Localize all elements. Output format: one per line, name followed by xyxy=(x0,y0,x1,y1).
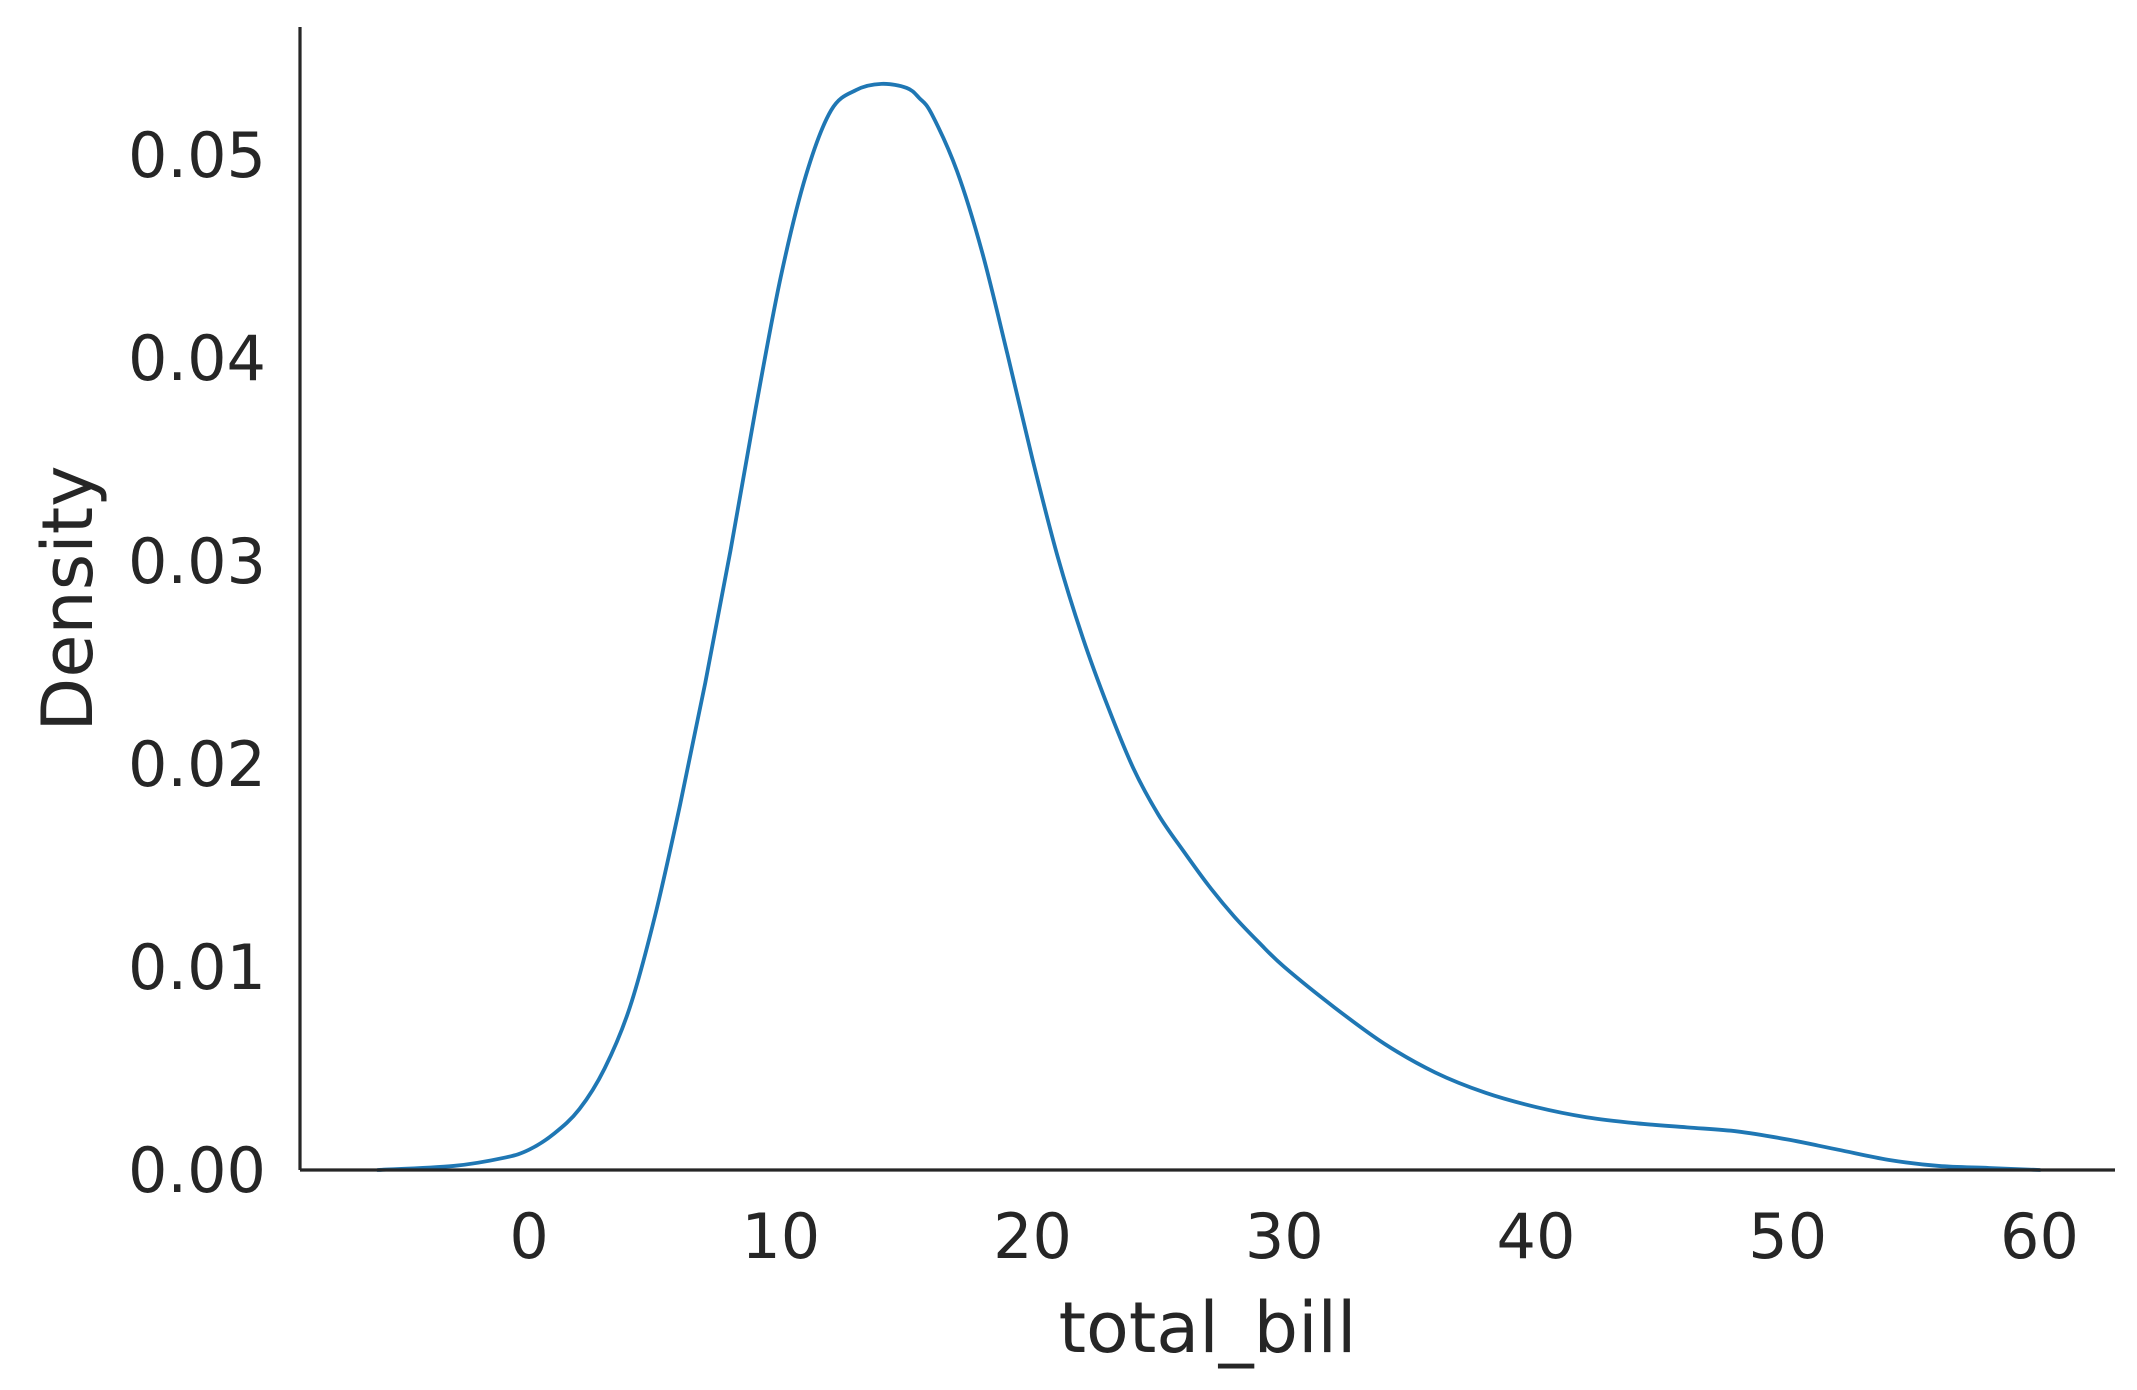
x-tick-labels: 0 10 20 30 40 50 60 xyxy=(509,1200,2079,1273)
x-tick-label: 50 xyxy=(1748,1200,1827,1273)
plot-area xyxy=(376,81,2042,1172)
x-tick-label: 60 xyxy=(2000,1200,2079,1273)
y-tick-label: 0.02 xyxy=(128,728,266,801)
y-tick-label: 0.00 xyxy=(128,1134,266,1207)
x-axis-label: total_bill xyxy=(1059,1287,1357,1369)
density-curve xyxy=(376,81,2042,1172)
x-tick-label: 40 xyxy=(1497,1200,1576,1273)
x-tick-label: 10 xyxy=(741,1200,820,1273)
y-tick-label: 0.05 xyxy=(128,119,266,192)
y-axis-label: Density xyxy=(27,465,109,731)
y-tick-label: 0.01 xyxy=(128,931,266,1004)
x-tick-label: 20 xyxy=(993,1200,1072,1273)
y-tick-label: 0.03 xyxy=(128,525,266,598)
y-tick-labels: 0.00 0.01 0.02 0.03 0.04 0.05 xyxy=(128,119,266,1207)
x-tick-label: 0 xyxy=(509,1200,548,1273)
y-tick-label: 0.04 xyxy=(128,322,266,395)
x-tick-label: 30 xyxy=(1245,1200,1324,1273)
